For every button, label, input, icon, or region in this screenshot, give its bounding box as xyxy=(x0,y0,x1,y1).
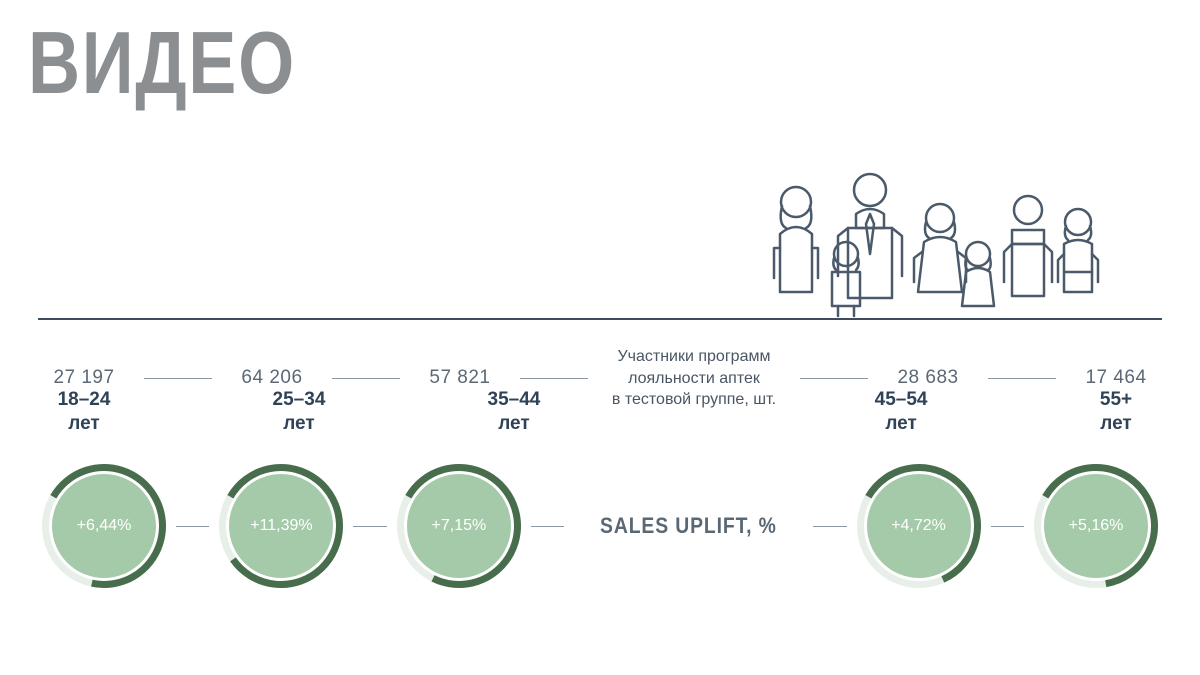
connector xyxy=(800,378,868,379)
page-title: ВИДЕО xyxy=(28,12,296,114)
connector xyxy=(176,526,209,527)
uplift-center-label: SALES UPLIFT, % xyxy=(585,513,793,539)
age-range: 55+ xyxy=(1100,389,1132,410)
slide: ВИДЕО xyxy=(0,0,1200,675)
age-unit: лет xyxy=(68,413,99,434)
count-2: 57 821 xyxy=(414,367,506,389)
age-labels-row: 18–24 лет 25–34 лет 35–44 лет 45–54 лет 55+ л… xyxy=(38,388,1162,436)
divider-line xyxy=(38,318,1162,320)
connector xyxy=(813,526,846,527)
donut-2: +7,15% xyxy=(393,460,525,592)
age-1: 25–34 лет xyxy=(253,388,345,436)
connector xyxy=(988,378,1056,379)
donut-value: +7,15% xyxy=(393,460,525,592)
age-range: 35–44 xyxy=(488,389,541,410)
age-0: 18–24 лет xyxy=(38,388,130,436)
people-illustration xyxy=(760,172,1100,322)
donut-3: +4,72% xyxy=(853,460,985,592)
connector xyxy=(520,378,588,379)
count-0: 27 197 xyxy=(38,367,130,389)
count-4: 17 464 xyxy=(1070,367,1162,389)
count-1: 64 206 xyxy=(226,367,318,389)
age-unit: лет xyxy=(283,413,314,434)
donut-value: +6,44% xyxy=(38,460,170,592)
age-range: 18–24 xyxy=(58,389,111,410)
count-3: 28 683 xyxy=(882,367,974,389)
connector xyxy=(531,526,564,527)
donut-4: +5,16% xyxy=(1030,460,1162,592)
age-4: 55+ лет xyxy=(1070,388,1162,436)
donut-value: +11,39% xyxy=(215,460,347,592)
connector xyxy=(332,378,400,379)
uplift-donuts-row: +6,44% +11,39% +7,15% SALES UPLIFT, % +4… xyxy=(38,460,1162,592)
connector xyxy=(991,526,1024,527)
donut-0: +6,44% xyxy=(38,460,170,592)
age-range: 45–54 xyxy=(875,389,928,410)
age-range: 25–34 xyxy=(273,389,326,410)
donut-value: +5,16% xyxy=(1030,460,1162,592)
age-unit: лет xyxy=(498,413,529,434)
donut-1: +11,39% xyxy=(215,460,347,592)
age-3: 45–54 лет xyxy=(855,388,947,436)
connector xyxy=(144,378,212,379)
age-2: 35–44 лет xyxy=(468,388,560,436)
donut-value: +4,72% xyxy=(853,460,985,592)
connector xyxy=(353,526,386,527)
age-unit: лет xyxy=(885,413,916,434)
age-unit: лет xyxy=(1100,413,1131,434)
